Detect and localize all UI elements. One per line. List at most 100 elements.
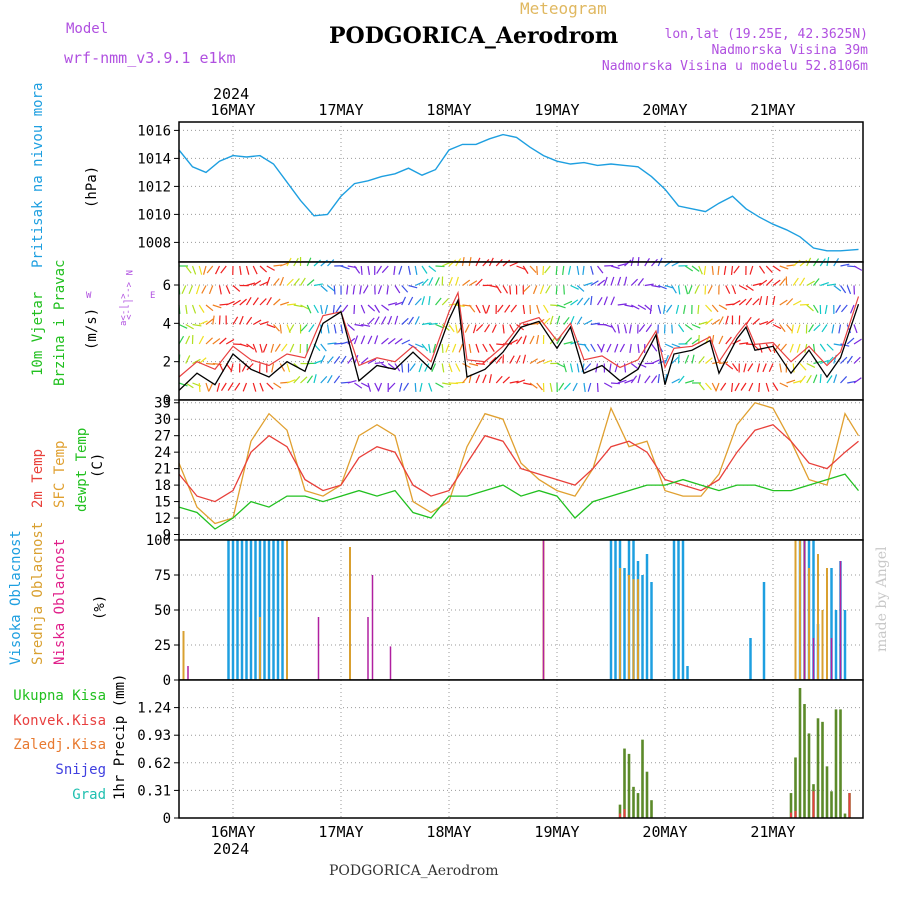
mid-cloud-bar xyxy=(637,579,639,680)
convective-rain-bar xyxy=(795,811,797,818)
date-label-top: 16MAY xyxy=(210,101,255,119)
wind-arrow xyxy=(556,266,557,275)
mid-cloud-bar xyxy=(183,631,185,680)
total-rain-bar xyxy=(632,787,635,818)
model-label: Model xyxy=(66,21,108,37)
high-cloud-bar xyxy=(245,540,247,680)
coords-label: lon,lat (19.25E, 42.3625N) xyxy=(665,27,869,42)
pressure-plot-area xyxy=(179,122,863,262)
total-rain-bar xyxy=(803,704,806,818)
total-rain-bar xyxy=(641,740,644,818)
low-cloud-bar xyxy=(840,561,842,680)
high-cloud-bar xyxy=(227,540,229,680)
high-cloud-bar xyxy=(677,540,679,680)
temp-tick-label: 33 xyxy=(154,396,171,412)
compass-e: E xyxy=(150,291,155,301)
high-cloud-bar xyxy=(686,666,688,680)
date-label-top: 17MAY xyxy=(318,101,363,119)
total-rain-bar xyxy=(835,709,838,818)
date-label-bottom: 20MAY xyxy=(642,823,687,841)
pressure-tick-label: 1014 xyxy=(137,151,171,167)
mid-cloud-bar xyxy=(286,540,288,680)
pressure-unit: (hPa) xyxy=(84,166,100,208)
high-cloud-bar xyxy=(835,610,837,680)
cloud-label-high: Visoka Oblacnost xyxy=(8,530,24,665)
wind-arrow xyxy=(361,266,362,275)
high-cloud-bar xyxy=(763,582,765,680)
temp-label-2m: 2m Temp xyxy=(30,449,46,508)
high-cloud-bar xyxy=(263,540,265,680)
precip-unit: 1hr Precip (mm) xyxy=(112,674,128,800)
mid-cloud-bar xyxy=(619,568,621,680)
total-rain-bar xyxy=(821,722,824,818)
high-cloud-bar xyxy=(241,540,243,680)
footer-station: PODGORICA_Aerodrom xyxy=(329,863,499,879)
high-cloud-bar xyxy=(281,540,283,680)
high-cloud-bar xyxy=(641,575,643,680)
high-cloud-bar xyxy=(268,540,270,680)
high-cloud-bar xyxy=(614,540,616,680)
mid-cloud-bar xyxy=(822,610,824,680)
legend-convective-rain: Konvek.Kisa xyxy=(13,713,106,729)
wind-unit: (m/s) xyxy=(84,308,100,350)
low-cloud-bar xyxy=(813,638,815,680)
high-cloud-bar xyxy=(250,540,252,680)
total-rain-bar xyxy=(830,791,833,818)
temp-label-dewpt: dewpt Temp xyxy=(74,428,90,512)
pressure-tick-label: 1012 xyxy=(137,179,171,195)
wind-arrow xyxy=(598,383,599,392)
wind-arrow xyxy=(759,383,760,392)
year-bottom: 2024 xyxy=(213,840,249,858)
total-rain-bar xyxy=(628,754,631,818)
wind-arrow xyxy=(698,305,699,314)
mid-cloud-bar xyxy=(799,540,801,680)
wind-arrow xyxy=(510,286,511,295)
low-cloud-bar xyxy=(543,540,545,680)
mid-cloud-bar xyxy=(259,617,261,680)
wind-arrow xyxy=(199,383,200,392)
wind-label-2: Brzina i Pravac xyxy=(52,260,68,386)
elevation-label: Nadmorska Visina 39m xyxy=(711,43,868,58)
date-label-bottom: 19MAY xyxy=(534,823,579,841)
wind-label-1: 10m Vjetar xyxy=(30,292,46,376)
credit: made by Angel xyxy=(874,546,890,652)
temp-tick-label: 24 xyxy=(154,445,171,461)
compass-n: N xyxy=(123,270,133,275)
date-label-top: 20MAY xyxy=(642,101,687,119)
cloud-label-mid: Srednja Oblacnost xyxy=(30,522,46,665)
convective-rain-bar xyxy=(624,809,626,818)
wind-arrow xyxy=(334,286,335,295)
low-cloud-bar xyxy=(831,638,833,680)
low-cloud-bar xyxy=(390,646,392,680)
mid-cloud-bar xyxy=(349,547,351,680)
date-label-bottom: 16MAY xyxy=(210,823,255,841)
high-cloud-bar xyxy=(682,540,684,680)
low-cloud-bar xyxy=(367,617,369,680)
temp-label-sfc: SFC Temp xyxy=(52,441,68,508)
mid-cloud-bar xyxy=(817,554,819,680)
wind-arrow xyxy=(564,286,565,295)
mid-cloud-bar xyxy=(795,540,797,680)
legend-graupel: Grad xyxy=(72,787,106,803)
wind-arrow xyxy=(537,266,538,275)
wind-tick-label: 2 xyxy=(163,355,171,371)
compass-w: W xyxy=(86,291,92,301)
legend-freezing-rain: Zaledj.Kisa xyxy=(13,737,106,753)
wind-arrow xyxy=(354,305,355,314)
convective-rain-bar xyxy=(813,791,815,818)
legend-snow: Snijeg xyxy=(55,762,106,778)
date-label-top: 21MAY xyxy=(750,101,795,119)
high-cloud-bar xyxy=(236,540,238,680)
precip-tick-label: 1.24 xyxy=(137,701,171,717)
wind-arrow xyxy=(543,266,544,275)
total-rain-bar xyxy=(794,757,797,818)
temp-tick-label: 18 xyxy=(154,478,171,494)
wind-arrow xyxy=(672,325,673,334)
wind-arrow xyxy=(679,355,680,364)
low-cloud-bar xyxy=(372,575,374,680)
convective-rain-bar xyxy=(849,793,851,818)
